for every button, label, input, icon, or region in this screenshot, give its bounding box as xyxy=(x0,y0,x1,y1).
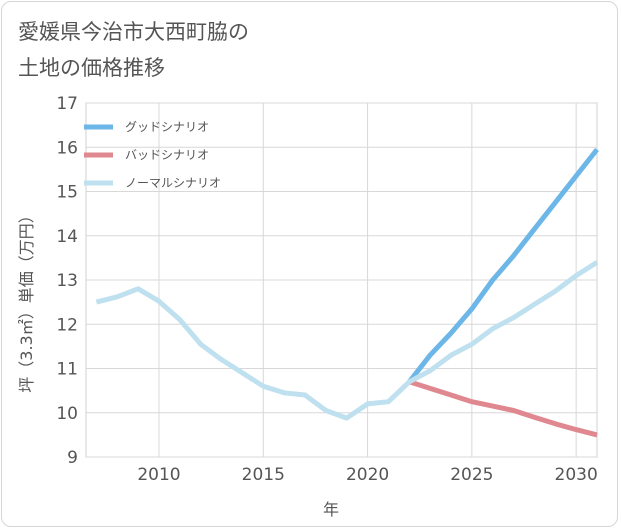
series-line-bad-scenario xyxy=(408,379,598,438)
grid-lines xyxy=(85,102,598,458)
y-tick-label: 14 xyxy=(56,227,78,247)
x-tick-label: 2025 xyxy=(450,465,493,485)
y-tick-label: 11 xyxy=(56,360,78,380)
y-tick-label: 10 xyxy=(56,404,78,424)
legend-label-bad-scenario: バッドシナリオ xyxy=(125,148,209,162)
x-tick-label: 2020 xyxy=(346,465,389,485)
y-tick-label: 9 xyxy=(67,448,78,468)
chart-title: 愛媛県今治市大西町脇の 土地の価格推移 xyxy=(18,20,249,80)
y-tick-label: 17 xyxy=(56,94,78,114)
x-tick-label: 2010 xyxy=(137,465,180,485)
y-tick-label: 15 xyxy=(56,183,78,203)
tick-labels: 9 10 11 12 13 14 15 16 17 2010 2015 2020 2025 2030 xyxy=(56,94,597,485)
series-lines xyxy=(95,147,599,438)
y-tick-label: 16 xyxy=(56,138,78,158)
legend-label-normal-scenario: ノーマルシナリオ xyxy=(125,176,221,190)
x-tick-label: 2015 xyxy=(242,465,285,485)
x-tick-label: 2030 xyxy=(555,465,598,485)
series-line-normal-scenario xyxy=(95,260,599,421)
legend-label-good-scenario: グッドシナリオ xyxy=(125,120,209,134)
y-tick-label: 12 xyxy=(56,315,78,335)
y-axis-label: 坪（3.3㎡）単価（万円） xyxy=(17,207,36,392)
x-axis-label: 年 xyxy=(323,500,339,519)
series-line-good-scenario xyxy=(407,147,599,384)
y-tick-label: 13 xyxy=(56,271,78,291)
